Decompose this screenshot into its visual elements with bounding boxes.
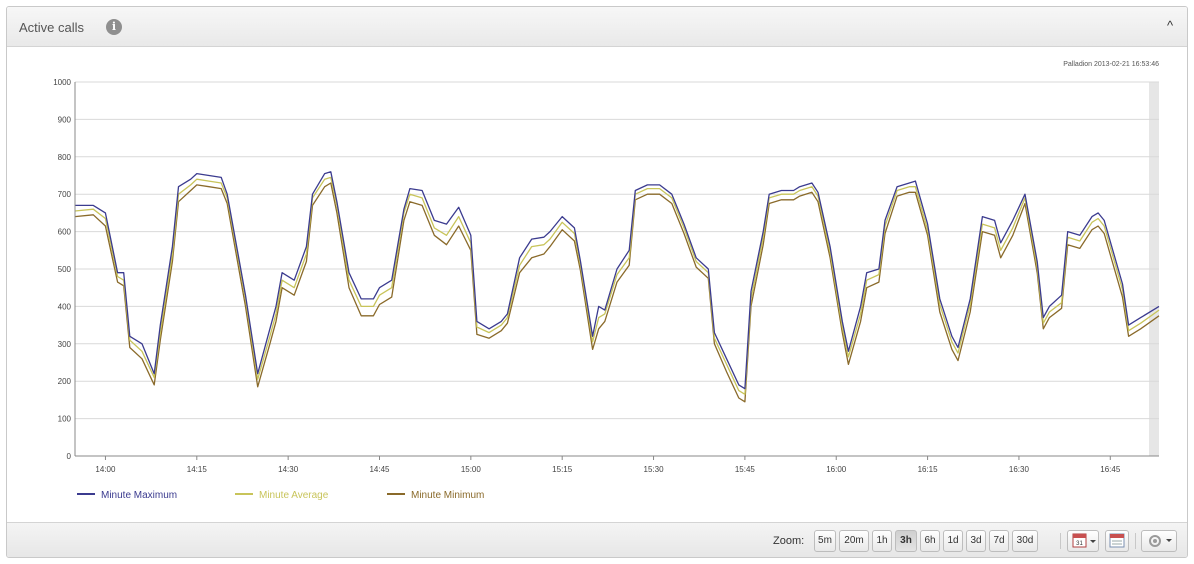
active-calls-panel: Active calls i ^ Palladion 2013-02-21 16… [6,6,1188,558]
active-calls-chart: Palladion 2013-02-21 16:53:46 0 100 200 300… [53,61,1160,501]
x-tick-label: 16:15 [918,465,939,474]
zoom-button-6h[interactable]: 6h [920,530,940,552]
panel-header: Active calls i ^ [7,7,1187,47]
chart-area: Palladion 2013-02-21 16:53:46 0 100 200 300… [7,48,1187,522]
legend-label[interactable]: Minute Average [259,490,329,501]
settings-icon [1149,535,1172,547]
y-tick-label: 200 [58,377,72,386]
chart-timestamp: Palladion 2013-02-21 16:53:46 [1063,61,1159,68]
y-tick-label: 500 [58,265,72,274]
series-line-minute-minimum [74,182,1160,403]
zoom-button-3h[interactable]: 3h [895,530,917,552]
series-line-minute-maximum [75,171,1160,390]
zoom-label: Zoom: [773,535,805,547]
legend-label[interactable]: Minute Maximum [101,490,177,501]
toolbar-separator [1060,533,1061,549]
series-line-minute-average [74,176,1160,395]
y-tick-label: 600 [58,228,72,237]
y-tick-label: 0 [67,452,72,461]
x-tick-label: 14:00 [95,465,116,474]
y-tick-label: 1000 [53,78,71,87]
calendar-range-button[interactable] [1105,530,1129,552]
calendar-dropdown-button[interactable]: 31 [1067,530,1099,552]
svg-text:31: 31 [1076,541,1083,547]
x-tick-label: 16:45 [1100,465,1121,474]
settings-dropdown-button[interactable] [1141,530,1177,552]
x-tick-label: 15:30 [644,465,665,474]
zoom-button-1h[interactable]: 1h [872,530,892,552]
zoom-button-3d[interactable]: 3d [966,530,986,552]
calendar-icon: 31 [1072,533,1096,548]
x-tick-label: 14:15 [187,465,208,474]
x-tick-label: 15:15 [552,465,573,474]
zoom-button-20m[interactable]: 20m [839,530,869,552]
y-tick-label: 400 [58,302,72,311]
chart-footer: Zoom: 5m 20m 1h 3h 6h 1d 3d 7d 30d 31 [7,522,1187,557]
y-tick-label: 100 [58,415,72,424]
x-tick-label: 14:30 [278,465,299,474]
zoom-button-30d[interactable]: 30d [1012,530,1038,552]
panel-title: Active calls [19,20,85,35]
x-tick-label: 15:00 [461,465,482,474]
x-tick-label: 15:45 [735,465,756,474]
zoom-button-1d[interactable]: 1d [943,530,963,552]
y-tick-label: 700 [58,190,72,199]
toolbar-separator [1135,533,1136,549]
legend-label[interactable]: Minute Minimum [411,490,484,501]
x-tick-label: 16:30 [1009,465,1030,474]
y-tick-label: 300 [58,340,72,349]
x-tick-label: 16:00 [826,465,847,474]
x-tick-label: 14:45 [369,465,390,474]
collapse-icon[interactable]: ^ [1166,18,1174,33]
y-tick-label: 900 [58,115,72,124]
zoom-button-7d[interactable]: 7d [989,530,1009,552]
zoom-button-5m[interactable]: 5m [814,530,836,552]
info-icon[interactable]: i [106,19,122,35]
y-tick-label: 800 [58,153,72,162]
calendar-range-icon [1109,533,1125,548]
